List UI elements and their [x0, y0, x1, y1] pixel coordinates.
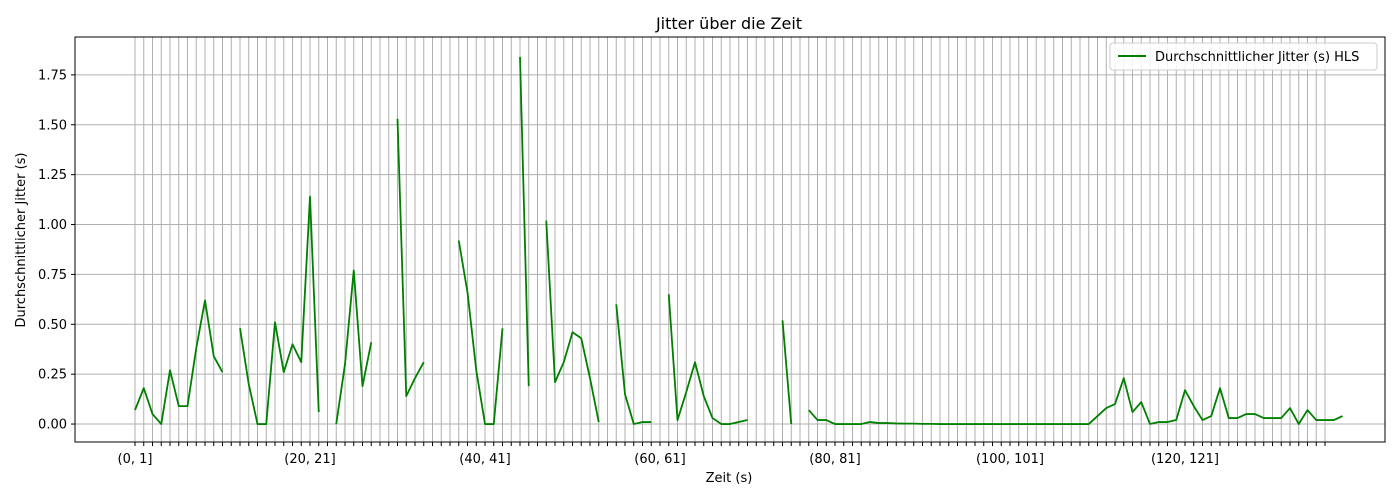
y-tick-label: 1.25 [38, 168, 67, 183]
x-tick-label: (80, 81] [809, 452, 861, 467]
series-line-segment [134, 299, 224, 425]
series-line-segment [808, 377, 1343, 425]
x-tick-label: (0, 1] [118, 452, 153, 467]
series-line-segment [545, 220, 600, 423]
series-line-segment [457, 240, 504, 425]
legend: Durchschnittlicher Jitter (s) HLS [1109, 42, 1378, 71]
series-line-segment [396, 118, 425, 398]
x-axis-label: Zeit (s) [706, 471, 753, 486]
y-tick-label: 1.75 [38, 68, 67, 83]
y-tick-label: 0.25 [38, 368, 67, 383]
series-line-segment [335, 269, 373, 425]
y-tick-label: 1.50 [38, 118, 67, 133]
series-line-segment [519, 56, 530, 387]
y-tick-label: 0.00 [38, 418, 67, 433]
x-tick-label: (100, 101] [976, 452, 1044, 467]
legend-box [1109, 42, 1378, 71]
series-lines [134, 56, 1343, 425]
x-axis-ticks: (0, 1] (20, 21] (40, 41] (60, 61] (80, 81] (1… [118, 442, 1326, 467]
series-line-segment [781, 320, 793, 425]
series-line-segment [667, 294, 748, 425]
chart-title: Jitter über die Zeit [655, 14, 802, 33]
x-tick-label: (20, 21] [284, 452, 336, 467]
x-tick-label: (120, 121] [1151, 452, 1219, 467]
y-axis-ticks: 0.00 0.25 0.50 0.75 1.00 1.25 1.50 1.75 [38, 68, 75, 433]
legend-label: Durchschnittlicher Jitter (s) HLS [1155, 50, 1359, 65]
x-tick-label: (40, 41] [459, 452, 511, 467]
y-tick-label: 0.50 [38, 318, 67, 333]
series-line-segment [239, 195, 320, 425]
series-line-segment [615, 304, 652, 425]
y-axis-label: Durchschnittlicher Jitter (s) [14, 152, 29, 327]
y-tick-label: 0.75 [38, 268, 67, 283]
x-tick-label: (60, 61] [634, 452, 686, 467]
y-tick-label: 1.00 [38, 218, 67, 233]
